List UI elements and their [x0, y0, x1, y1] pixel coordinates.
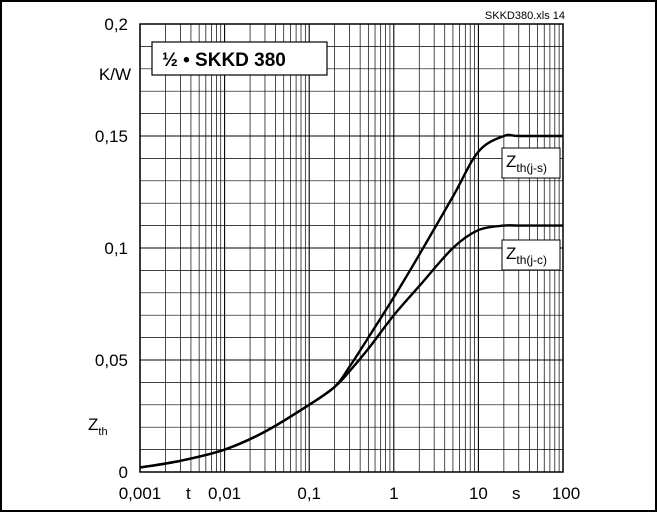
series-label-js: Zth(j-s) — [506, 152, 547, 175]
x-tick-label: 1 — [389, 484, 398, 503]
title-box — [151, 41, 328, 76]
y-axis-label-mask — [78, 412, 138, 440]
grid — [139, 23, 563, 473]
series-label-jc-main: Z — [506, 244, 516, 263]
series-line-zth-j-s — [139, 133, 563, 469]
x-tick-label: 100 — [552, 484, 580, 503]
y-tick-label: 0,1 — [104, 239, 128, 258]
series-label-jc-sub: th(j-c) — [516, 253, 547, 267]
x-tick-labels: 0,001 0,01 0,1 1 10 100 — [119, 484, 580, 503]
series-label-js-main: Z — [506, 152, 516, 171]
x-tick-label: 0,01 — [208, 484, 241, 503]
series-label-jc: Zth(j-c) — [506, 244, 547, 267]
x-unit-label: s — [512, 484, 521, 503]
series-layer — [139, 133, 563, 469]
y-axis-label-main: Z — [88, 415, 98, 434]
y-tick-labels: 0 0,05 0,1 0,15 0,2 — [95, 15, 128, 482]
x-tick-label: 0,001 — [119, 484, 162, 503]
y-tick-label: 0 — [119, 463, 128, 482]
x-axis-label: t — [186, 484, 191, 503]
chart-title: ½ • SKKD 380 — [162, 50, 286, 71]
y-tick-label: 0,15 — [95, 127, 128, 146]
plot-border — [139, 23, 564, 473]
series-label-box-js — [501, 147, 561, 179]
y-unit-label: K/W — [99, 65, 131, 84]
y-axis-label: Zth — [88, 415, 108, 438]
y-axis-label-sub: th — [98, 426, 107, 438]
series-line-zth-j-c — [139, 224, 563, 469]
x-tick-label: 10 — [469, 484, 488, 503]
y-tick-label: 0,05 — [95, 351, 128, 370]
x-tick-label: 0,1 — [297, 484, 321, 503]
file-label: SKKD380.xls 14 — [485, 10, 565, 22]
series-label-box-jc — [501, 239, 561, 271]
series-label-js-sub: th(j-s) — [516, 161, 547, 175]
y-tick-label: 0,2 — [104, 15, 128, 34]
